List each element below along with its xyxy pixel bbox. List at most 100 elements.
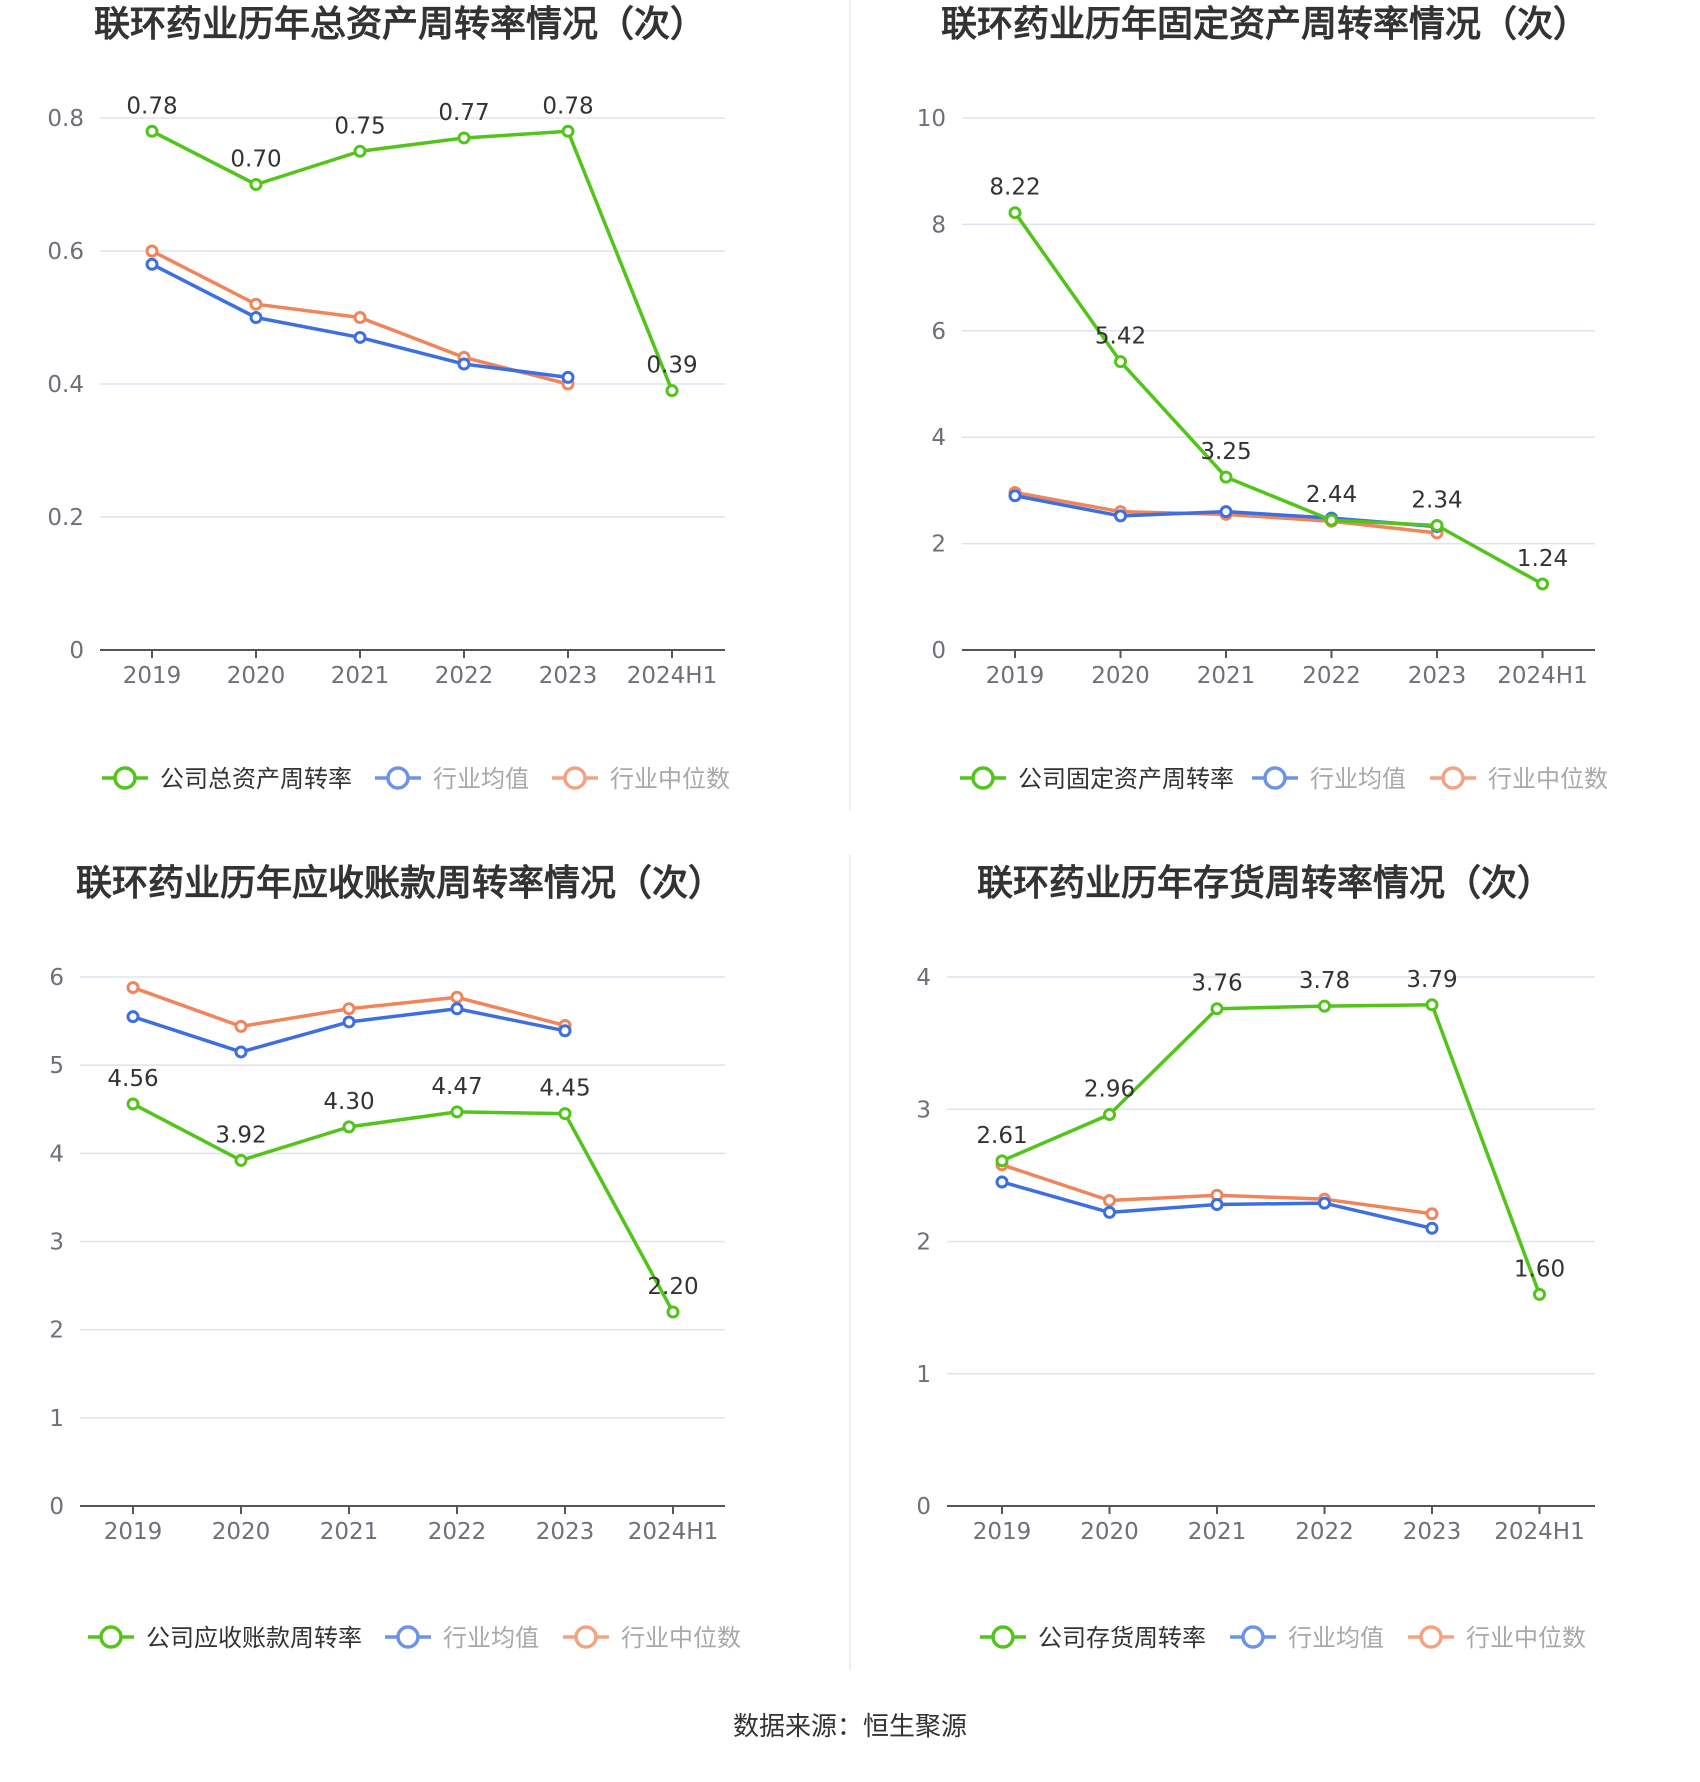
x-tick-label: 2019 [986, 663, 1045, 689]
legend-label: 公司存货周转率 [1038, 1624, 1206, 1652]
x-tick-label: 2023 [536, 1519, 595, 1545]
data-point [1318, 1196, 1331, 1210]
data-label: 0.77 [438, 100, 489, 126]
legend-marker [396, 1625, 420, 1649]
chart-title: 联环药业历年总资产周转率情况（次） [94, 4, 706, 45]
legend-item[interactable]: 行业均值 [1230, 1624, 1384, 1652]
legend-item[interactable]: 行业中位数 [1408, 1624, 1586, 1652]
data-label: 3.79 [1406, 967, 1457, 993]
y-tick-label: 6 [931, 319, 946, 345]
data-point [249, 311, 263, 324]
data-label: 8.22 [989, 175, 1040, 201]
y-tick-label: 10 [917, 106, 946, 132]
data-point [145, 124, 159, 138]
legend-label: 公司固定资产周转率 [1018, 765, 1234, 793]
data-label: 0.75 [334, 113, 385, 139]
x-tick-label: 2022 [1295, 1519, 1354, 1545]
legend-marker [1441, 766, 1465, 790]
data-point [561, 124, 575, 138]
legend-item[interactable]: 行业均值 [385, 1624, 539, 1652]
legend-label: 行业均值 [1310, 765, 1406, 793]
data-point [353, 330, 367, 344]
data-label: 2.61 [976, 1123, 1027, 1149]
data-point [995, 1175, 1009, 1189]
legend-item[interactable]: 行业均值 [375, 765, 529, 793]
x-tick-label: 2020 [1091, 663, 1150, 689]
chart-panel-3: 联环药业历年应收账款周转率情况（次） 0 1 2 3 4 5 6 2019 2020 2021 202… [49, 863, 741, 1652]
data-label: 4.47 [431, 1074, 482, 1100]
data-point [1425, 1207, 1439, 1221]
legend-marker [574, 1625, 598, 1649]
y-tick-label: 0.8 [47, 106, 84, 132]
y-tick-label: 2 [916, 1230, 931, 1256]
data-source-label: 数据来源：恒生聚源 [733, 1712, 967, 1742]
y-tick-label: 8 [931, 212, 946, 238]
legend-marker [1241, 1625, 1265, 1649]
data-point [1318, 999, 1331, 1013]
chart-title: 联环药业历年固定资产周转率情况（次） [941, 4, 1589, 45]
legend-label: 行业中位数 [1466, 1624, 1586, 1652]
x-tick-label: 2023 [539, 663, 598, 689]
chart-panel-4: 联环药业历年存货周转率情况（次） 0 1 2 3 4 2019 2020 2021 2022 202… [916, 863, 1595, 1652]
legend-item[interactable]: 行业中位数 [1430, 765, 1608, 793]
data-point [145, 244, 159, 258]
y-tick-label: 2 [49, 1318, 64, 1344]
data-point [126, 1097, 140, 1111]
y-tick-label: 1 [916, 1362, 931, 1388]
data-label: 4.30 [323, 1089, 374, 1115]
data-label: 0.78 [126, 93, 177, 119]
data-point [1533, 1287, 1546, 1301]
x-tick-label: 2020 [1080, 1519, 1139, 1545]
chart-title: 联环药业历年存货周转率情况（次） [977, 863, 1553, 904]
legend-label: 行业均值 [1288, 1624, 1384, 1652]
x-tick-label: 2022 [428, 1519, 487, 1545]
y-tick-label: 0.2 [47, 505, 84, 531]
y-tick-label: 0.4 [47, 372, 84, 398]
legend-label: 公司应收账款周转率 [146, 1624, 362, 1652]
legend-marker [971, 766, 995, 790]
data-label: 0.78 [542, 93, 593, 119]
legend-item[interactable]: 行业中位数 [552, 765, 730, 793]
y-tick-label: 0 [69, 638, 84, 664]
x-tick-label: 2024H1 [628, 1519, 718, 1545]
legend-item[interactable]: 公司存货周转率 [980, 1624, 1206, 1652]
data-point [342, 1120, 356, 1134]
x-tick-label: 2019 [973, 1519, 1032, 1545]
legend-item[interactable]: 公司总资产周转率 [102, 765, 352, 793]
data-point [234, 1045, 248, 1059]
x-tick-label: 2023 [1403, 1519, 1462, 1545]
legend-item[interactable]: 行业均值 [1252, 765, 1406, 793]
legend-marker [386, 766, 410, 790]
y-tick-label: 0 [49, 1494, 64, 1520]
data-label: 4.56 [107, 1066, 158, 1092]
legend-item[interactable]: 公司固定资产周转率 [960, 765, 1234, 793]
data-label: 3.78 [1299, 968, 1350, 994]
x-tick-label: 2024H1 [1494, 1519, 1584, 1545]
x-tick-label: 2019 [123, 663, 182, 689]
legend-marker [113, 766, 137, 790]
legend-marker [563, 766, 587, 790]
data-point [1103, 1108, 1116, 1122]
data-point [126, 981, 140, 995]
data-point [1219, 470, 1233, 484]
y-tick-label: 3 [49, 1230, 64, 1256]
legend-item[interactable]: 公司应收账款周转率 [88, 1624, 362, 1652]
data-label: 2.34 [1411, 488, 1462, 514]
x-tick-label: 2020 [212, 1519, 271, 1545]
legend-item[interactable]: 行业中位数 [563, 1624, 741, 1652]
data-point [1008, 489, 1022, 503]
data-point [249, 297, 263, 311]
data-point [353, 144, 367, 158]
legend-marker [991, 1625, 1015, 1649]
data-label: 4.45 [539, 1076, 590, 1102]
data-point [249, 178, 263, 191]
chart-title: 联环药业历年应收账款周转率情况（次） [76, 863, 724, 904]
data-label: 2.44 [1306, 482, 1357, 508]
legend-marker [99, 1625, 123, 1649]
data-point [450, 990, 464, 1004]
data-point [1114, 509, 1127, 523]
data-point [665, 384, 679, 398]
data-point [457, 131, 471, 145]
data-label: 3.92 [215, 1122, 266, 1148]
data-point [1425, 998, 1439, 1012]
